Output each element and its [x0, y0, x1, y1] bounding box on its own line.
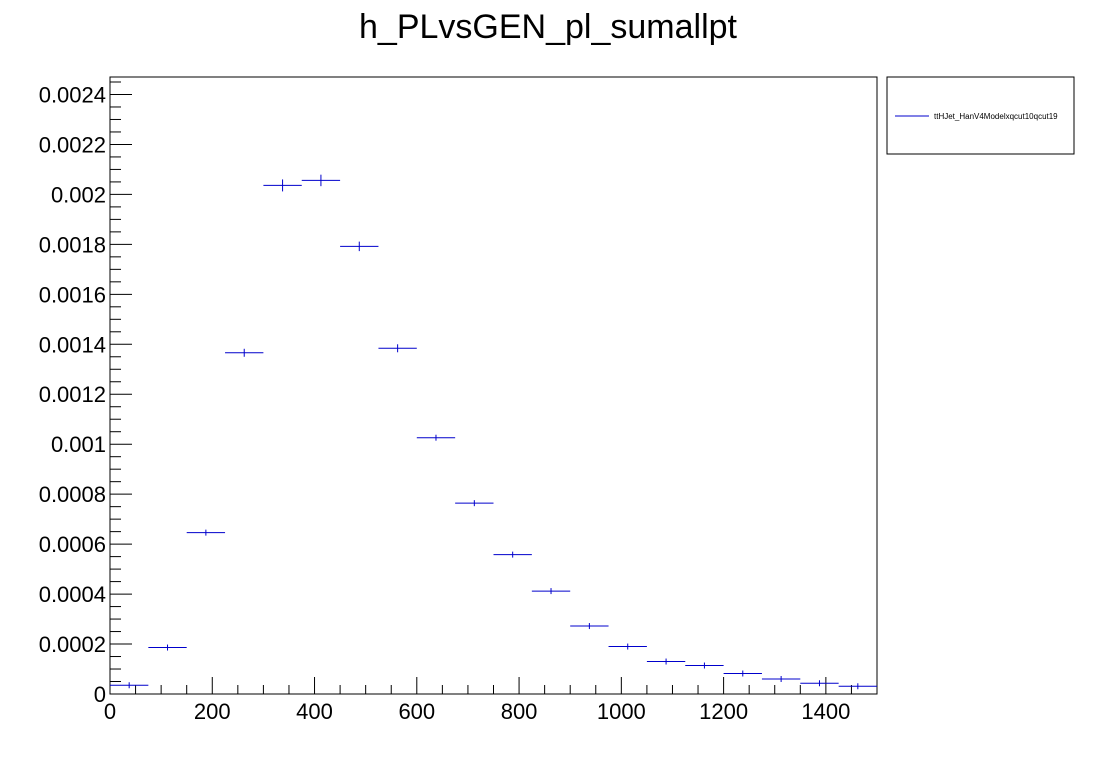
y-axis: 0 0.0002 0.0004 0.0006 0.0008 0.001 0.0012 0.00…	[39, 81, 132, 707]
x-tick-label: 1000	[597, 699, 646, 724]
y-tick-label: 0.0012	[39, 382, 106, 407]
y-tick-label: 0.0006	[39, 532, 106, 557]
data-point	[225, 348, 264, 357]
x-tick-label: 1400	[801, 699, 850, 724]
data-point	[110, 682, 149, 689]
legend: ttHJet_HanV4Modelxqcut10qcut19	[886, 76, 1075, 155]
x-tick-label: 200	[194, 699, 231, 724]
y-tick-label: 0.0022	[39, 132, 106, 157]
data-point	[416, 434, 456, 441]
data-point	[761, 676, 801, 683]
chart-title: h_PLvsGEN_pl_sumallpt	[359, 8, 738, 46]
data-point	[608, 643, 647, 650]
y-tick-label: 0.0024	[39, 82, 106, 107]
data-series	[110, 174, 877, 690]
data-point	[378, 344, 417, 353]
x-tick-label: 1200	[699, 699, 748, 724]
y-tick-label: 0	[94, 682, 106, 707]
y-tick-label: 0.0002	[39, 632, 106, 657]
x-axis: 0 200 400 600 800 1000 1200 1400	[104, 677, 878, 724]
y-tick-label: 0.0016	[39, 282, 106, 307]
data-point	[186, 529, 226, 536]
data-point	[685, 662, 724, 669]
x-tick-label: 400	[296, 699, 333, 724]
y-tick-label: 0.002	[51, 182, 106, 207]
data-point	[493, 551, 532, 558]
data-point	[646, 658, 686, 665]
data-point	[148, 644, 187, 651]
y-tick-label: 0.0014	[39, 332, 106, 357]
data-point	[263, 179, 302, 192]
x-tick-label: 800	[501, 699, 538, 724]
data-point	[455, 500, 494, 507]
x-tick-label: 0	[104, 699, 116, 724]
y-tick-label: 0.001	[51, 432, 106, 457]
y-tick-label: 0.0004	[39, 582, 106, 607]
data-point	[531, 588, 571, 595]
legend-label: ttHJet_HanV4Modelxqcut10qcut19	[934, 112, 1058, 121]
data-point	[570, 623, 609, 630]
data-point	[838, 683, 877, 690]
y-tick-label: 0.0018	[39, 232, 106, 257]
data-point	[723, 670, 762, 677]
data-point	[800, 680, 839, 687]
data-point	[340, 241, 379, 252]
data-point	[301, 174, 341, 187]
y-tick-label: 0.0008	[39, 482, 106, 507]
x-tick-label: 600	[398, 699, 435, 724]
